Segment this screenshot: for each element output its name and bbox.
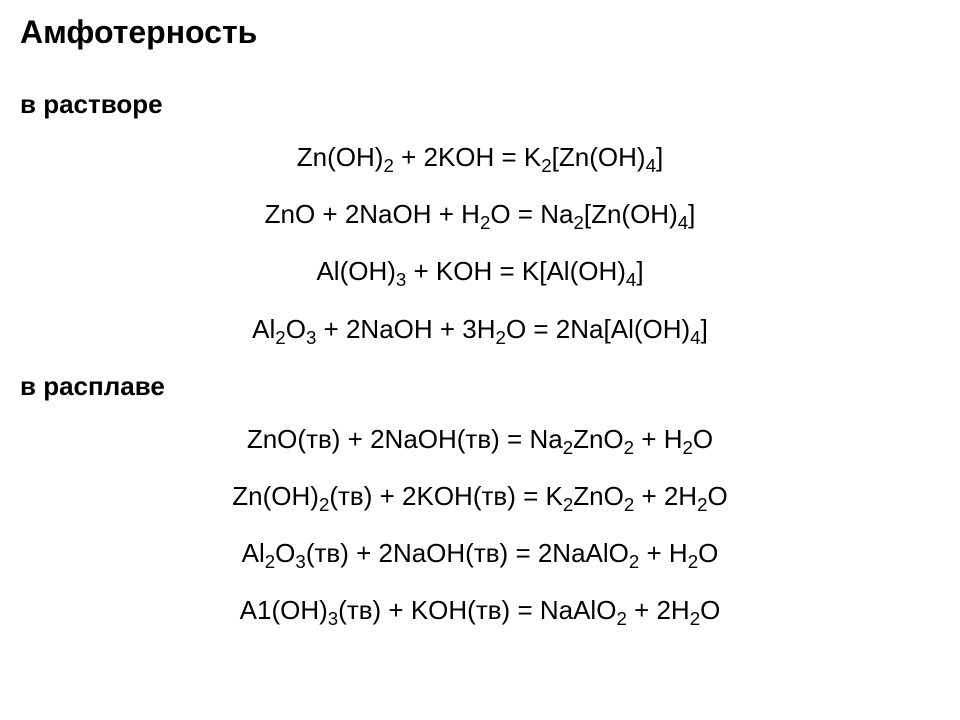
equation: A1(OH)3(тв) + KOH(тв) = NaAlO2 + 2H2O (20, 595, 940, 626)
section-label-solution: в растворе (20, 89, 940, 120)
equation: Al2O3 + 2NaOH + 3H2O = 2Na[Al(OH)4] (20, 314, 940, 345)
slide-title: Амфотерность (20, 14, 940, 51)
equation: Zn(OH)2(тв) + 2KOH(тв) = K2ZnO2 + 2H2O (20, 481, 940, 512)
equation: Al(OH)3 + KOH = K[Al(OH)4] (20, 256, 940, 287)
slide-page: Амфотерность в растворе Zn(OH)2 + 2KOH =… (0, 0, 960, 720)
equation: Zn(OH)2 + 2KOH = K2[Zn(OH)4] (20, 142, 940, 173)
equation: Al2O3(тв) + 2NaOH(тв) = 2NaAlO2 + H2O (20, 538, 940, 569)
equation: ZnO + 2NaOH + H2O = Na2[Zn(OH)4] (20, 199, 940, 230)
equation: ZnO(тв) + 2NaOH(тв) = Na2ZnO2 + H2O (20, 424, 940, 455)
section-label-melt: в расплаве (20, 371, 940, 402)
